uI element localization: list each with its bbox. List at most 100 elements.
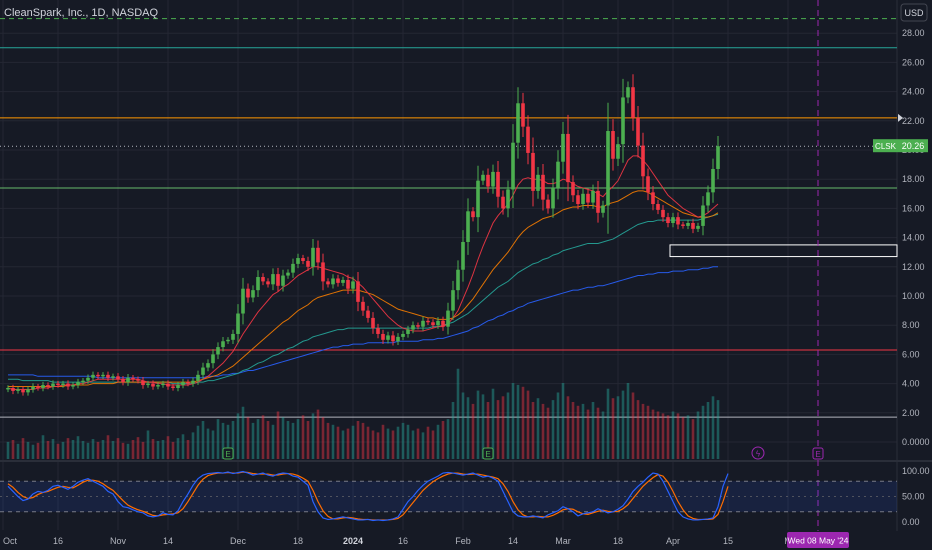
candle-body[interactable] (91, 374, 95, 378)
candle-body[interactable] (51, 383, 55, 387)
candle-body[interactable] (566, 133, 570, 183)
candle-body[interactable] (131, 377, 135, 380)
candle-body[interactable] (61, 383, 65, 386)
candle-body[interactable] (426, 320, 430, 323)
candle-body[interactable] (481, 174, 485, 181)
candle-body[interactable] (291, 263, 295, 273)
candle-body[interactable] (191, 380, 195, 384)
candle-body[interactable] (541, 174, 545, 200)
candle-body[interactable] (136, 379, 140, 381)
candle-body[interactable] (321, 262, 325, 282)
candle-body[interactable] (116, 376, 120, 380)
earnings-marker[interactable]: E (222, 447, 234, 460)
candle-body[interactable] (691, 223, 695, 229)
candle-body[interactable] (216, 347, 220, 355)
candle-body[interactable] (346, 279, 350, 289)
candle-body[interactable] (166, 383, 170, 387)
candle-body[interactable] (16, 389, 20, 391)
candle-body[interactable] (106, 374, 110, 378)
future-earnings-marker[interactable]: E (812, 447, 824, 460)
candle-body[interactable] (546, 199, 550, 209)
candle-body[interactable] (581, 193, 585, 205)
candle-body[interactable] (126, 377, 130, 383)
candle-body[interactable] (366, 310, 370, 318)
alert-arrow-icon[interactable] (898, 113, 903, 122)
current-price-badge[interactable]: CLSK 20.26 (873, 139, 928, 153)
candle-body[interactable] (351, 281, 355, 289)
zone-box[interactable] (669, 244, 898, 258)
candle-body[interactable] (506, 189, 510, 209)
candle-body[interactable] (276, 274, 280, 286)
earnings-marker[interactable]: E (482, 447, 494, 460)
candle-body[interactable] (656, 204, 660, 210)
candle-body[interactable] (111, 376, 115, 378)
candle-body[interactable] (716, 146, 720, 169)
candle-body[interactable] (176, 385, 180, 388)
candle-body[interactable] (96, 374, 100, 377)
candle-body[interactable] (281, 275, 285, 286)
candle-body[interactable] (456, 269, 460, 291)
candle-body[interactable] (161, 383, 165, 386)
candle-body[interactable] (561, 133, 565, 162)
candle-body[interactable] (461, 241, 465, 270)
candle-body[interactable] (626, 87, 630, 98)
candle-body[interactable] (401, 333, 405, 337)
candle-body[interactable] (21, 389, 25, 393)
candle-body[interactable] (171, 386, 175, 388)
candle-body[interactable] (221, 341, 225, 348)
candle-body[interactable] (431, 322, 435, 326)
candle-body[interactable] (556, 161, 560, 188)
candle-body[interactable] (441, 320, 445, 327)
candle-body[interactable] (316, 247, 320, 263)
candle-body[interactable] (336, 278, 340, 283)
candle-body[interactable] (196, 374, 200, 381)
candle-body[interactable] (416, 325, 420, 327)
candle-body[interactable] (326, 281, 330, 285)
candle-body[interactable] (466, 211, 470, 242)
candle-body[interactable] (356, 281, 360, 302)
candle-body[interactable] (311, 247, 315, 267)
candle-body[interactable] (596, 190, 600, 213)
candle-body[interactable] (151, 383, 155, 387)
candle-body[interactable] (301, 258, 305, 261)
candle-body[interactable] (186, 382, 190, 384)
candle-body[interactable] (341, 279, 345, 283)
candle-body[interactable] (621, 97, 625, 145)
candle-body[interactable] (246, 288, 250, 298)
candle-body[interactable] (31, 386, 35, 390)
currency-button[interactable]: USD (900, 3, 928, 22)
candle-body[interactable] (146, 383, 150, 386)
candle-body[interactable] (606, 131, 610, 206)
candle-body[interactable] (371, 317, 375, 329)
candle-body[interactable] (376, 328, 380, 334)
candles[interactable] (6, 74, 720, 396)
candle-body[interactable] (571, 182, 575, 196)
candle-body[interactable] (306, 260, 310, 267)
candle-body[interactable] (536, 174, 540, 191)
candle-body[interactable] (41, 385, 45, 388)
candle-body[interactable] (286, 272, 290, 276)
candle-body[interactable] (396, 336, 400, 342)
currency-button-label[interactable]: USD (904, 8, 924, 18)
candle-body[interactable] (251, 290, 255, 298)
candle-body[interactable] (86, 377, 90, 381)
candle-body[interactable] (36, 386, 40, 388)
date-marker-badge[interactable]: Wed 08 May '24 (787, 532, 849, 548)
candle-body[interactable] (26, 389, 30, 393)
candle-body[interactable] (231, 333, 235, 340)
candle-body[interactable] (616, 144, 620, 159)
zone-box-layer[interactable] (669, 244, 898, 258)
candle-body[interactable] (11, 387, 15, 391)
candle-body[interactable] (526, 126, 530, 153)
candle-body[interactable] (486, 174, 490, 187)
candle-body[interactable] (711, 168, 715, 193)
candle-body[interactable] (81, 380, 85, 383)
candle-body[interactable] (386, 335, 390, 340)
candle-body[interactable] (551, 187, 555, 209)
candle-body[interactable] (156, 385, 160, 387)
dividend-marker[interactable]: ϟ (751, 446, 765, 460)
candle-body[interactable] (696, 225, 700, 229)
candle-body[interactable] (661, 209, 665, 218)
candle-body[interactable] (121, 379, 125, 383)
candle-body[interactable] (576, 195, 580, 205)
